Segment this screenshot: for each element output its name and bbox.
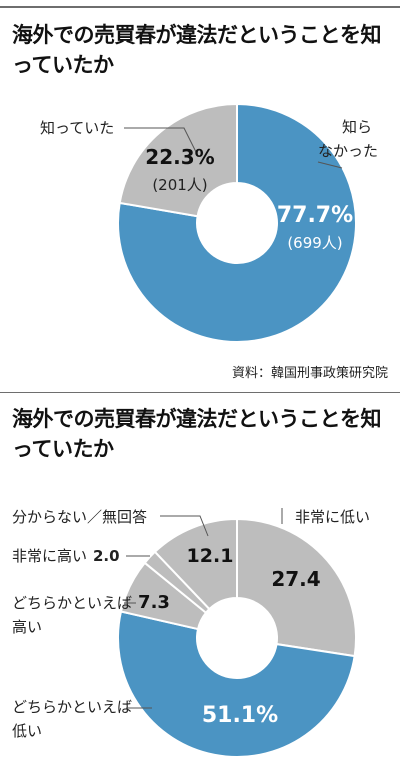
label-rather-high-2: 高い: [12, 618, 42, 636]
value-unknown-2: 12.1: [187, 545, 234, 567]
chart2-slice-1: [117, 610, 356, 758]
label-rather-low-2: 低い: [12, 722, 42, 740]
source-note: 資料：韓国刑事政策研究院: [231, 366, 388, 381]
value-unknown-pct: 77.7%: [277, 203, 353, 228]
label-unknown-line2: なかった: [318, 142, 378, 160]
chart2-slice-4: [153, 517, 238, 611]
label-rather-low-1: どちらかといえば: [12, 698, 132, 716]
chart1-donut: [117, 102, 357, 343]
label-rather-high-1: どちらかといえば: [12, 594, 132, 612]
chart1-svg: 知っていた 知ら なかった 22.3% (201人) 77.7% (699人): [40, 102, 378, 343]
leader-known: [124, 127, 197, 153]
value-rather-low: 51.1%: [202, 703, 278, 728]
chart2-slice-0: [236, 517, 357, 658]
middle-divider: [0, 392, 400, 393]
label-known: 知っていた: [40, 119, 114, 137]
value-rather-high: 7.3: [138, 592, 170, 613]
value-very-high: 2.0: [93, 547, 120, 565]
label-unknown-2: 分からない／無回答: [12, 508, 147, 526]
top-divider: [0, 6, 400, 8]
value-unknown-count: (699人): [287, 234, 342, 252]
label-very-low: 非常に低い: [295, 508, 370, 526]
chart2-title: 海外での売買春が違法だということを知っていたか: [12, 407, 382, 461]
chart2-donut: [117, 517, 357, 758]
value-known-count: (201人): [152, 176, 207, 194]
chart1-slice-0: [117, 102, 357, 343]
value-very-low: 27.4: [271, 567, 320, 591]
leader-unknown-2: [160, 515, 209, 537]
chart1-slice-1: [118, 102, 238, 218]
chart1-title: 海外での売買春が違法だということを知っていたか: [12, 23, 382, 77]
label-very-high: 非常に高い: [12, 547, 87, 565]
label-unknown-line1: 知ら: [342, 118, 372, 136]
leader-unknown: [317, 161, 343, 169]
value-known-pct: 22.3%: [145, 145, 214, 169]
